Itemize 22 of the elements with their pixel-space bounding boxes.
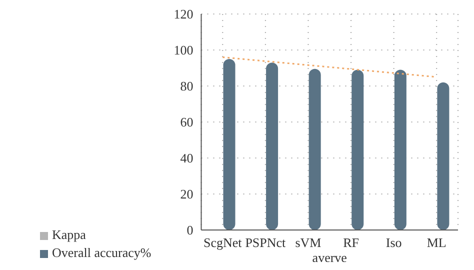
y-tick-label: 20 [180,186,194,202]
bar [266,62,278,230]
x-tick-label: Iso [386,235,402,250]
bar [437,82,450,230]
x-tick-label: ScgNet [204,235,242,250]
bar [352,70,364,230]
y-tick-label: 100 [174,42,194,58]
y-tick-label: 0 [186,222,194,238]
x-tick-label: RF [343,235,359,250]
bar [308,68,321,230]
y-tick-label: 40 [180,150,194,166]
x-tick-label: ML [426,235,446,250]
legend-label: Kappa [52,227,86,242]
bar [394,70,406,230]
x-tick-label: PSPNct [245,235,286,250]
legend-label: Overall accuracy% [52,245,152,260]
y-tick-label: 80 [180,78,194,94]
x-axis-title: averve [312,250,348,265]
y-tick-label: 60 [180,114,194,130]
bar [223,59,236,230]
x-tick-label: sVM [295,235,322,250]
y-tick-label: 120 [174,6,194,22]
